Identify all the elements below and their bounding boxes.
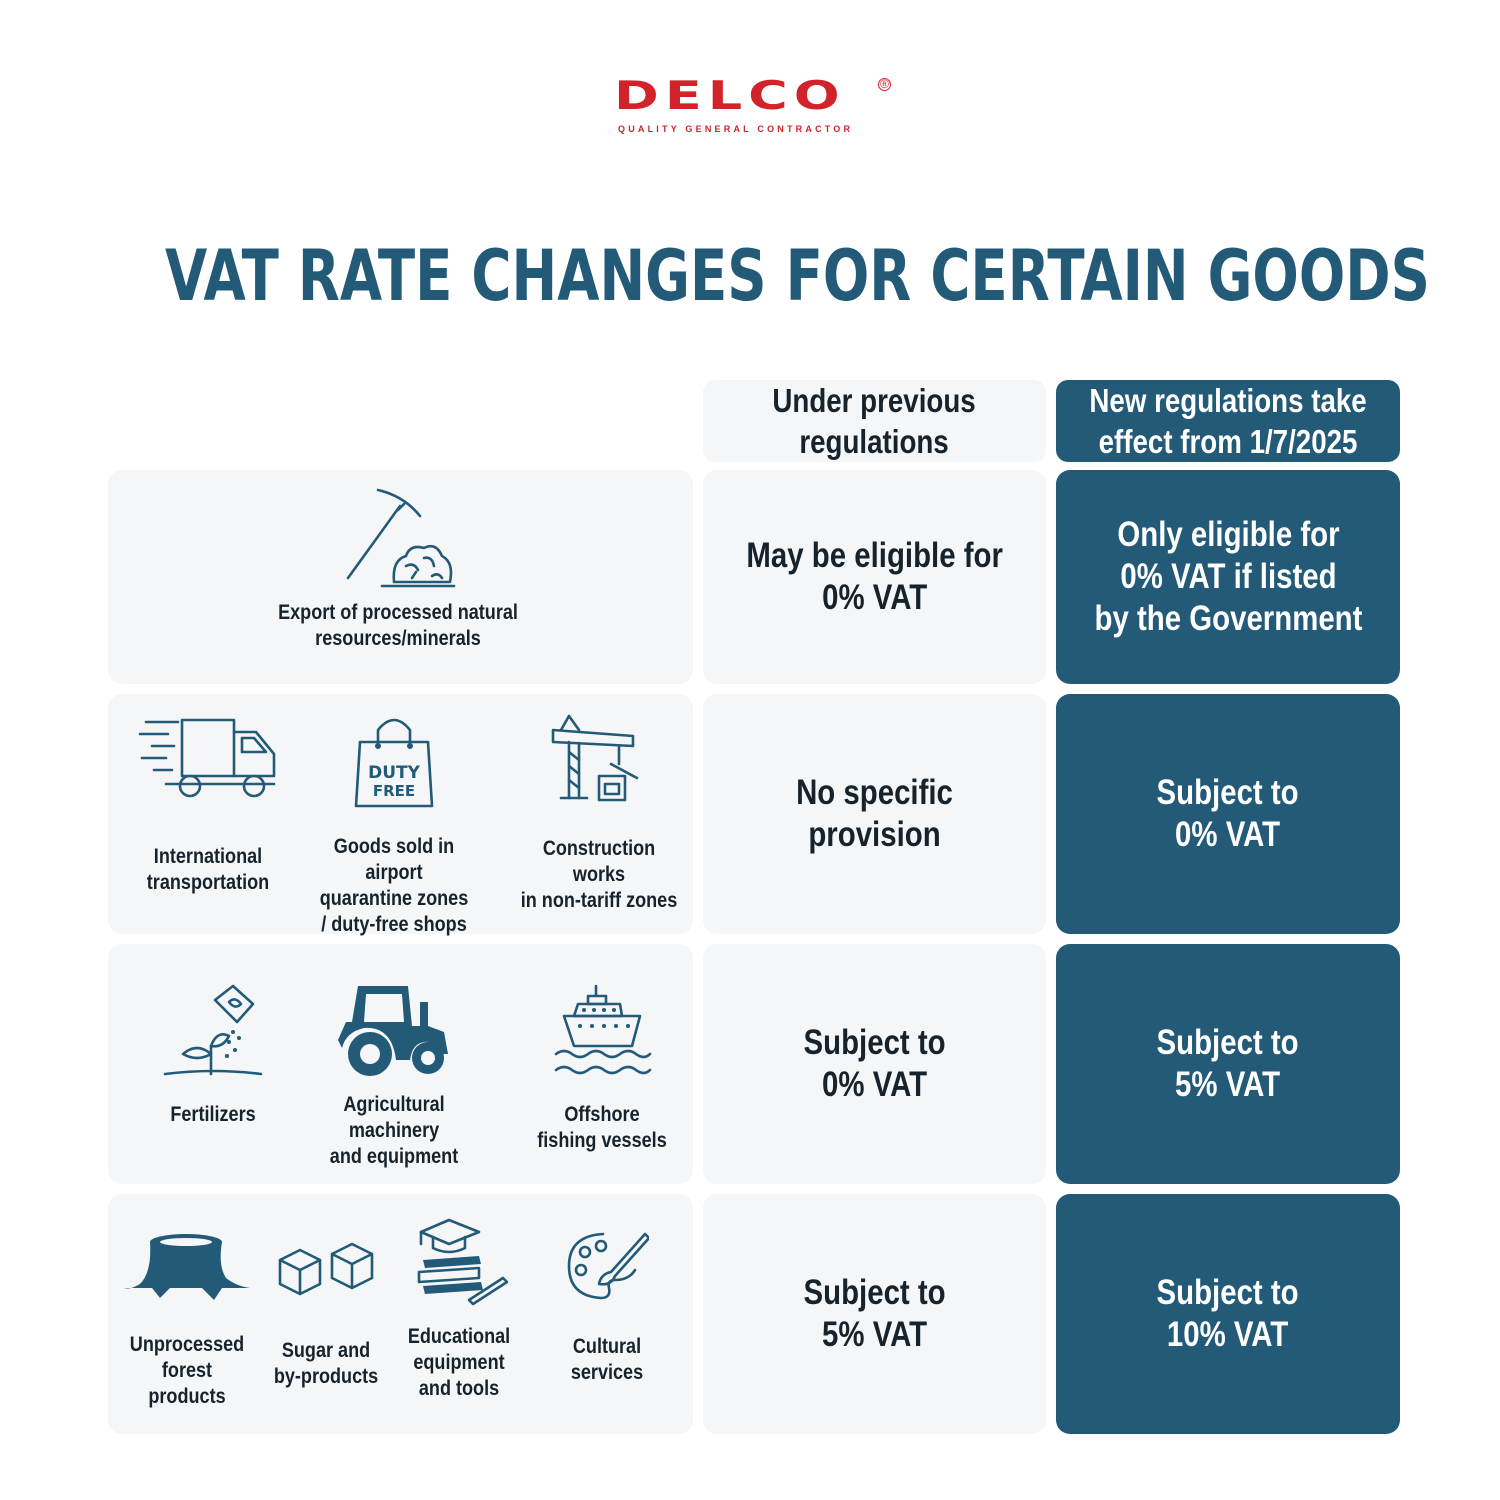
goods-label: Goods sold in airport quarantine zones /…: [319, 835, 469, 936]
goods-item: Offshore fishing vessels: [512, 980, 692, 1154]
sugar-cubes-icon: [278, 1242, 374, 1296]
row-4-new: Subject to 10% VAT: [1056, 1194, 1400, 1434]
row-1-previous-text: May be eligible for 0% VAT: [746, 536, 1003, 617]
goods-label: Agricultural machinery and equipment: [329, 1093, 459, 1168]
tractor-icon: [338, 986, 448, 1076]
brand-tagline: QUALITY GENERAL CONTRACTOR: [618, 124, 854, 134]
row-4-previous: Subject to 5% VAT: [703, 1194, 1046, 1434]
goods-label: Fertilizers: [170, 1103, 256, 1126]
goods-label: Construction works in non-tariff zones: [520, 837, 678, 912]
row-4-goods: Unprocessed forest products Sugar and by…: [108, 1194, 693, 1434]
header-previous-regulations: Under previous regulations: [703, 380, 1046, 462]
header-new-regulations: New regulations take effect from 1/7/202…: [1056, 380, 1400, 462]
truck-icon: [138, 718, 276, 798]
row-2-previous: No specific provision: [703, 694, 1046, 934]
row-1-previous: May be eligible for 0% VAT: [703, 470, 1046, 684]
goods-label: Educational equipment and tools: [407, 1325, 511, 1400]
header-previous-label: Under previous regulations: [772, 382, 977, 460]
row-3-new: Subject to 5% VAT: [1056, 944, 1400, 1184]
row-3-goods: Fertilizers Agricultural machinery and e…: [108, 944, 693, 1184]
row-4-previous-text: Subject to 5% VAT: [803, 1273, 946, 1354]
row-2-new: Subject to 0% VAT: [1056, 694, 1400, 934]
row-4-new-text: Subject to 10% VAT: [1156, 1273, 1300, 1354]
page-title: VAT RATE CHANGES FOR CERTAIN GOODS: [165, 235, 1430, 317]
goods-item: Agricultural machinery and equipment: [304, 980, 484, 1170]
books-cap-icon: [417, 1218, 509, 1306]
goods-label: Export of processed natural resources/mi…: [278, 601, 518, 650]
goods-item: Construction works in non-tariff zones: [504, 710, 694, 914]
goods-label: Sugar and by-products: [273, 1339, 379, 1388]
row-3-previous: Subject to 0% VAT: [703, 944, 1046, 1184]
row-1-new: Only eligible for 0% VAT if listed by th…: [1056, 470, 1400, 684]
brand-name: DELCO: [614, 73, 846, 119]
palette-icon: [567, 1232, 649, 1300]
goods-label: Offshore fishing vessels: [537, 1103, 667, 1152]
row-2-previous-text: No specific provision: [796, 773, 953, 854]
goods-item: Unprocessed forest products: [112, 1232, 262, 1410]
goods-item: International transportation: [118, 714, 298, 896]
brand-logo: DELCO ® QUALITY GENERAL CONTRACTOR: [614, 76, 894, 138]
goods-item: Cultural services: [542, 1230, 672, 1386]
tree-stump-icon: [124, 1234, 250, 1300]
row-3-new-text: Subject to 5% VAT: [1156, 1023, 1300, 1104]
row-2-goods: International transportation DUTY FREE G…: [108, 694, 694, 936]
goods-item: Fertilizers: [128, 980, 298, 1128]
goods-item: Export of processed natural resources/mi…: [248, 486, 548, 652]
goods-label: International transportation: [146, 845, 270, 894]
fertilizer-icon: [163, 984, 263, 1076]
row-1-goods: Export of processed natural resources/mi…: [108, 470, 693, 684]
goods-item: DUTY FREE Goods sold in airport quaranti…: [294, 712, 494, 938]
row-3-previous-text: Subject to 0% VAT: [803, 1023, 946, 1104]
header-new-label: New regulations take effect from 1/7/202…: [1089, 382, 1367, 460]
duty-free-bag-icon: DUTY FREE: [354, 718, 434, 808]
duty-free-line-1: DUTY: [368, 763, 421, 783]
pickaxe-minerals-icon: [346, 488, 456, 588]
row-1-new-text: Only eligible for 0% VAT if listed by th…: [1094, 515, 1362, 638]
crane-icon: [551, 714, 639, 802]
goods-item: Sugar and by-products: [264, 1240, 388, 1390]
goods-label: Unprocessed forest products: [129, 1333, 245, 1408]
duty-free-line-2: FREE: [373, 782, 415, 800]
row-2-new-text: Subject to 0% VAT: [1156, 773, 1300, 854]
goods-label: Cultural services: [570, 1335, 644, 1384]
registered-mark-icon: ®: [878, 78, 891, 91]
ship-icon: [554, 984, 652, 1075]
goods-item: Educational equipment and tools: [394, 1216, 524, 1402]
